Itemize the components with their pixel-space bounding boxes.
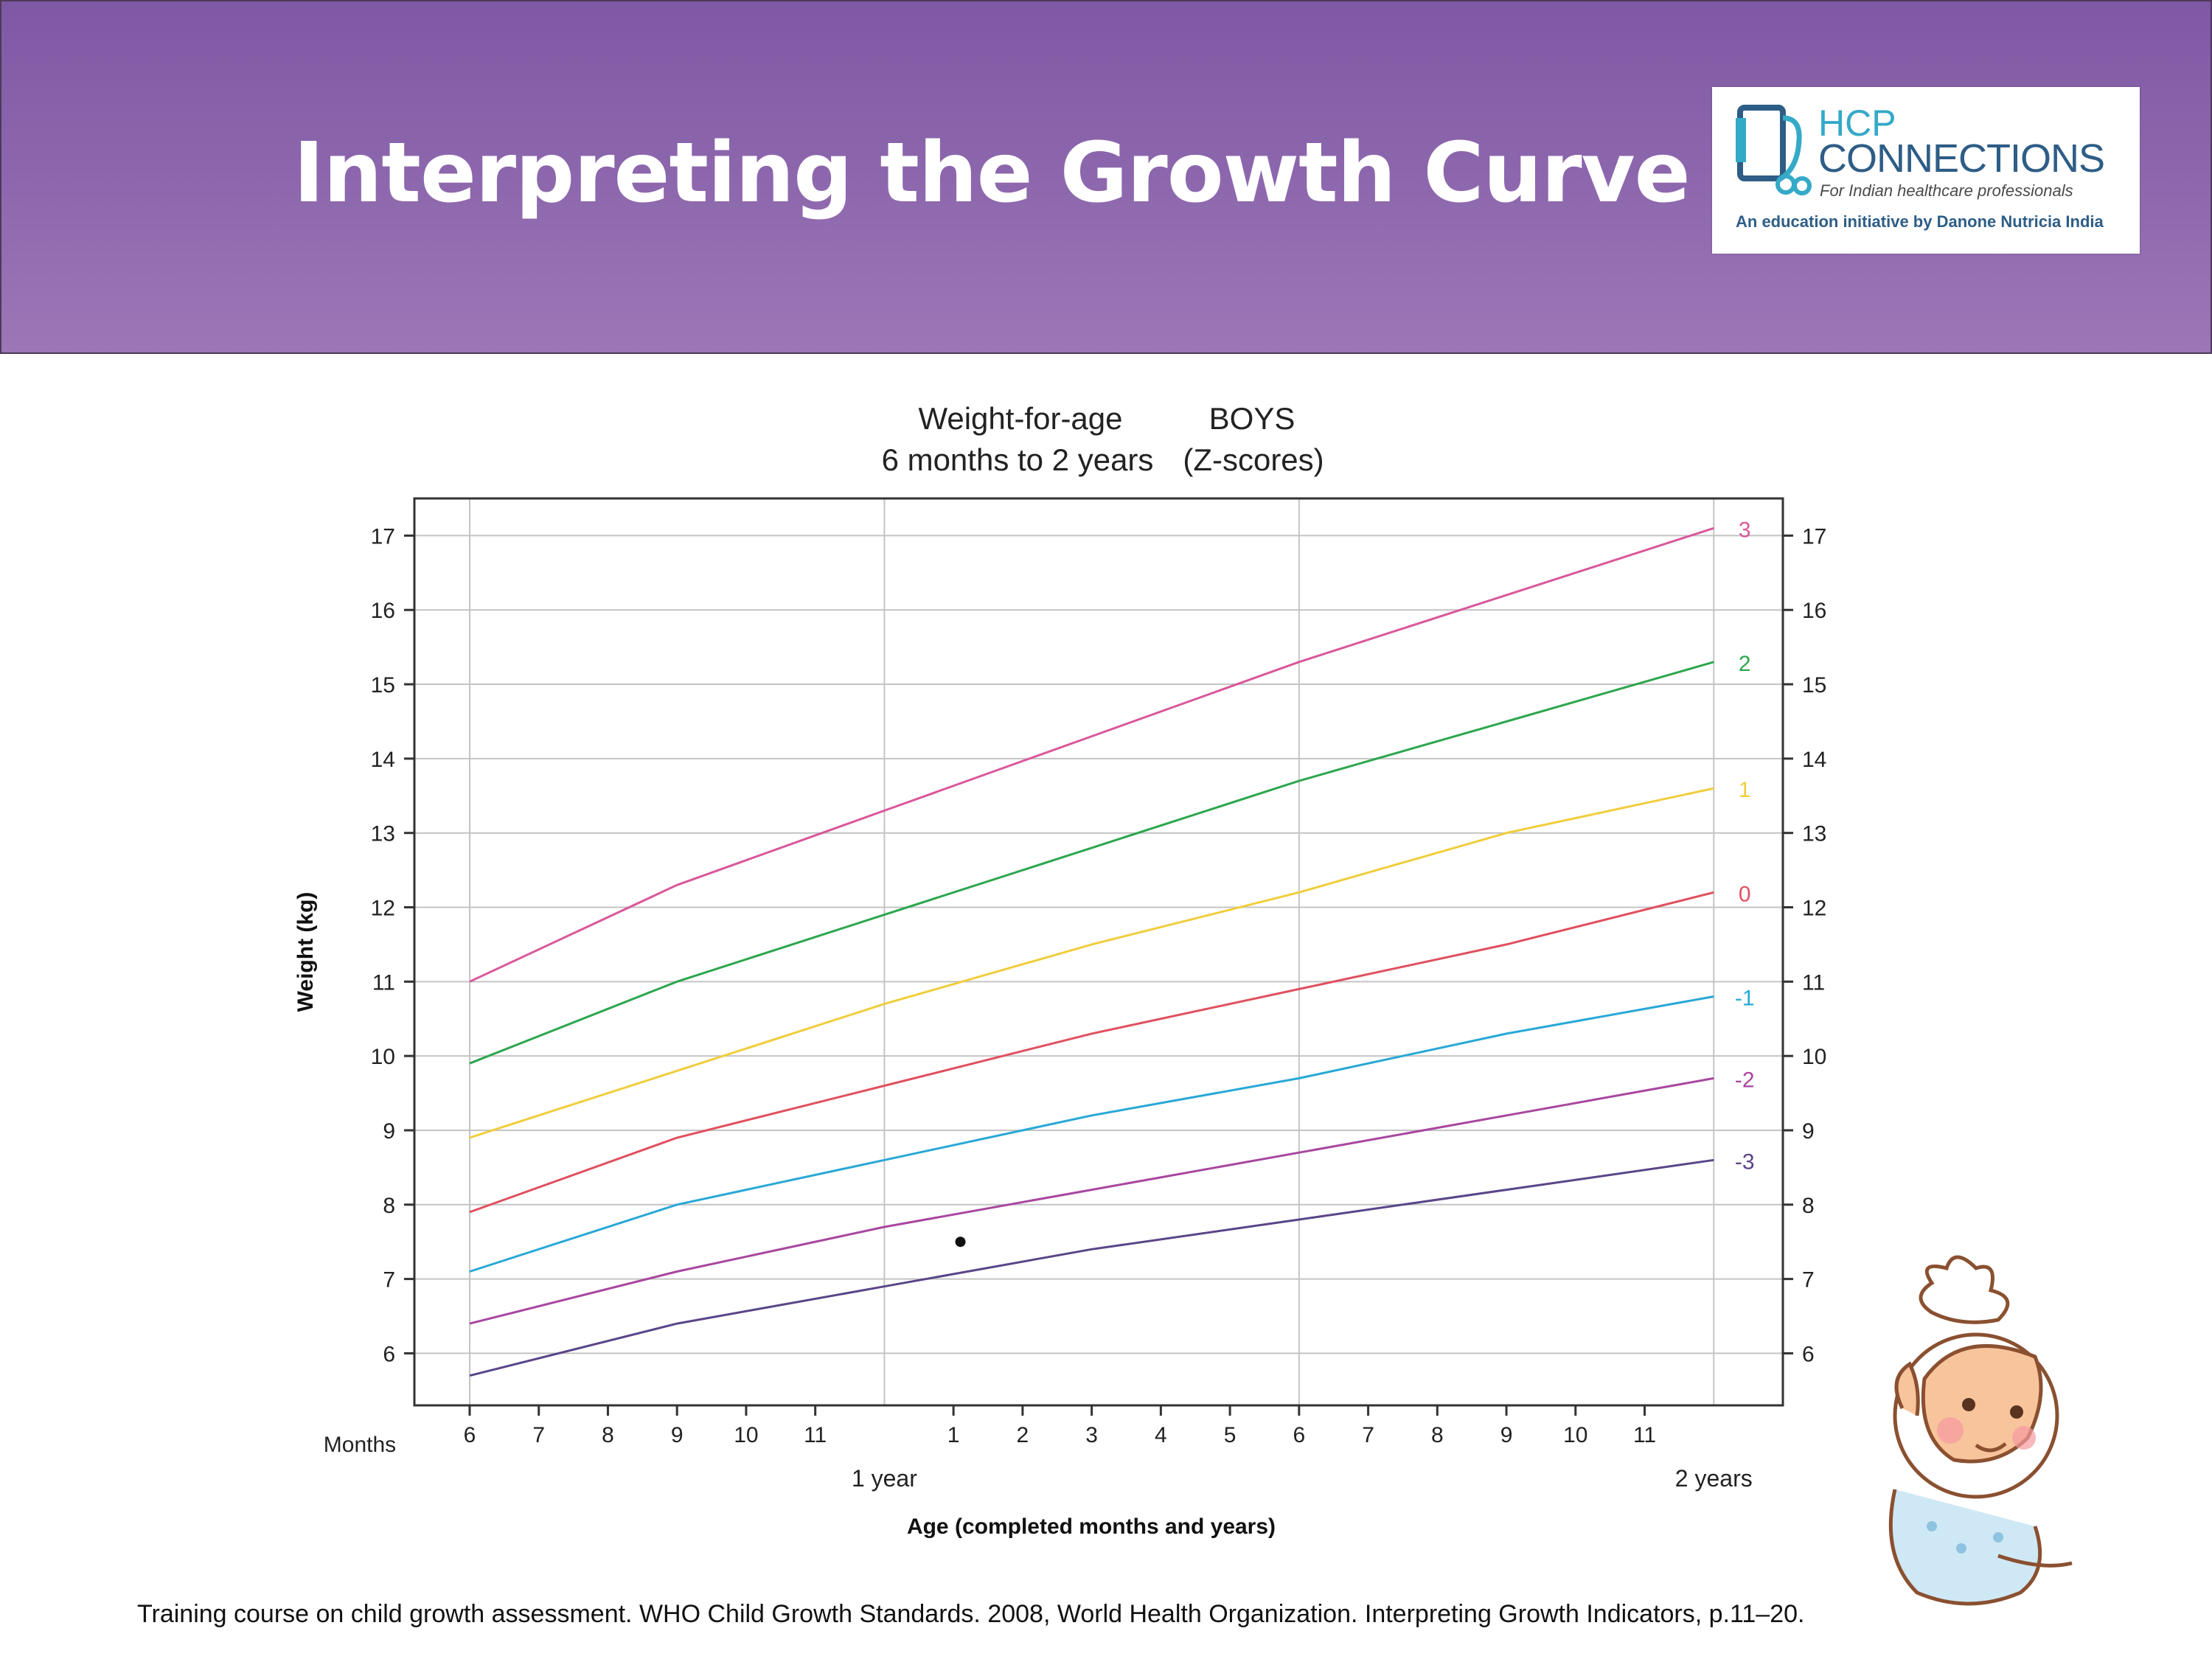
zscore-label-minus2: -2	[1735, 1068, 1755, 1092]
x-tick-label: 11	[804, 1423, 827, 1447]
zscore-line-3	[469, 526, 1714, 983]
zscore-line-minus2	[469, 1077, 1714, 1325]
y-tick-label-right: 11	[1802, 970, 1825, 995]
y-tick-label-left: 12	[371, 897, 395, 921]
hcp-connections-logo: HCP CONNECTIONS For Indian healthcare pr…	[1712, 87, 2140, 254]
baby-illustration	[1888, 1255, 2073, 1606]
x-tick-label: 2	[1017, 1423, 1029, 1447]
zscore-label-0: 0	[1739, 882, 1751, 906]
data-points	[955, 1237, 966, 1248]
y-tick-label-left: 6	[383, 1342, 395, 1366]
y-tick-label-right: 6	[1802, 1342, 1815, 1366]
y-tick-label-left: 7	[383, 1268, 395, 1293]
x-tick-label: 1	[947, 1423, 960, 1447]
y-tick-label-right: 17	[1802, 524, 1826, 549]
x-tick-label: 7	[532, 1423, 545, 1447]
x-tick-label: 6	[1293, 1423, 1305, 1447]
x-tick-label: 8	[1431, 1423, 1444, 1447]
logo-initiative: An education initiative by Danone Nutric…	[1736, 212, 2104, 231]
year-label: 1 year	[852, 1465, 917, 1492]
chart-title-left: Weight-for-age	[918, 401, 1122, 436]
plot-frame	[413, 497, 1784, 1407]
y-tick-label-left: 11	[372, 970, 395, 995]
chart-title-right: BOYS	[1209, 401, 1295, 436]
stethoscope-tablet-icon	[1736, 105, 1812, 195]
x-axis-label: Age (completed months and years)	[907, 1514, 1276, 1539]
y-tick-label-right: 8	[1802, 1194, 1815, 1218]
y-axis-label: Weight (kg)	[293, 892, 318, 1012]
zscore-line-2	[469, 661, 1714, 1065]
x-tick-label: 3	[1085, 1423, 1098, 1447]
y-tick-label-right: 7	[1802, 1268, 1815, 1293]
zscore-curves: 3 2 1 0 -1 -2 -3	[469, 518, 1755, 1377]
y-tick-label-right: 10	[1802, 1045, 1826, 1069]
chart-subtitle-right: (Z-scores)	[1183, 442, 1324, 477]
logo-tagline: For Indian healthcare professionals	[1820, 181, 2073, 200]
y-tick-label-right: 13	[1802, 822, 1826, 846]
logo-connections-text: CONNECTIONS	[1818, 136, 2105, 181]
y-tick-label-left: 13	[371, 822, 395, 846]
x-tick-label: 10	[734, 1423, 758, 1447]
zscore-label-2: 2	[1739, 652, 1751, 676]
gridlines	[414, 498, 1783, 1405]
y-tick-label-left: 9	[383, 1119, 395, 1144]
source-citation: Training course on child growth assessme…	[137, 1600, 1805, 1628]
x-tick-label: 11	[1633, 1423, 1656, 1447]
chart-subtitle-left: 6 months to 2 years	[882, 442, 1154, 477]
logo-hcp-text: HCP	[1818, 102, 1896, 144]
y-tick-label-left: 16	[371, 599, 395, 623]
x-tick-label: 10	[1563, 1423, 1587, 1447]
zscore-line-0	[469, 891, 1714, 1214]
year-label: 2 years	[1675, 1465, 1753, 1492]
zscore-label-minus3: -3	[1735, 1150, 1755, 1174]
y-tick-label-right: 9	[1802, 1119, 1815, 1144]
x-tick-label: 7	[1362, 1423, 1374, 1447]
x-tick-label: 5	[1224, 1423, 1237, 1447]
x-tick-label: 4	[1155, 1423, 1167, 1447]
y-tick-label-left: 10	[371, 1045, 395, 1069]
y-tick-label-left: 15	[371, 673, 395, 698]
y-tick-label-left: 14	[371, 748, 395, 772]
y-tick-label-left: 17	[371, 524, 395, 549]
y-tick-label-right: 12	[1802, 897, 1826, 921]
x-tick-label: 9	[671, 1423, 684, 1447]
zscore-label-1: 1	[1739, 778, 1751, 802]
zscore-line-minus3	[469, 1158, 1714, 1377]
zscore-line-minus1	[469, 995, 1714, 1273]
zscore-label-minus1: -1	[1735, 986, 1755, 1010]
zscore-line-1	[469, 787, 1714, 1139]
x-tick-label: 9	[1500, 1423, 1513, 1447]
zscore-label-3: 3	[1739, 518, 1751, 542]
child-measurement-point	[955, 1237, 966, 1248]
y-tick-label-right: 15	[1802, 673, 1826, 698]
x-tick-label: 6	[464, 1423, 476, 1447]
x-prefix-label: Months	[324, 1433, 396, 1457]
y-tick-label-right: 16	[1802, 599, 1826, 623]
y-tick-label-left: 8	[383, 1194, 395, 1218]
x-tick-label: 8	[602, 1423, 614, 1447]
y-tick-label-right: 14	[1802, 748, 1826, 772]
slide-title: Interpreting the Growth Curve	[293, 125, 1691, 221]
